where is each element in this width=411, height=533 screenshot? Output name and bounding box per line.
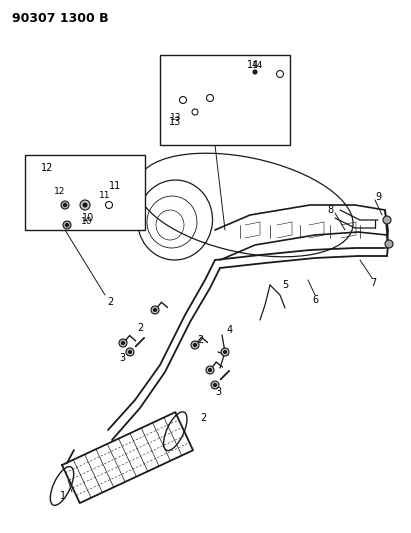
Text: 4: 4: [227, 325, 233, 335]
Circle shape: [61, 201, 69, 209]
Circle shape: [64, 204, 67, 206]
Text: 11: 11: [99, 190, 111, 199]
Text: 3: 3: [215, 387, 221, 397]
Circle shape: [208, 368, 212, 372]
Text: 2: 2: [197, 335, 203, 345]
Circle shape: [191, 341, 199, 349]
Circle shape: [119, 339, 127, 347]
Circle shape: [126, 348, 134, 356]
Text: 3: 3: [119, 353, 125, 363]
Circle shape: [65, 223, 69, 227]
Circle shape: [211, 381, 219, 389]
Text: 8: 8: [327, 205, 333, 215]
Text: 2: 2: [137, 323, 143, 333]
Text: 6: 6: [312, 295, 318, 305]
Circle shape: [192, 109, 198, 115]
Bar: [25, 155, 145, 230]
Text: 11: 11: [109, 181, 121, 191]
Text: 2: 2: [200, 413, 206, 423]
Circle shape: [206, 366, 214, 374]
Bar: [160, 55, 290, 145]
Text: 14: 14: [252, 61, 264, 69]
Circle shape: [80, 200, 90, 210]
Text: 13: 13: [169, 117, 181, 127]
Text: 2: 2: [107, 297, 113, 307]
Circle shape: [224, 351, 226, 353]
Circle shape: [129, 351, 132, 353]
Text: 10: 10: [81, 216, 93, 225]
Text: 90307 1300 B: 90307 1300 B: [12, 12, 109, 25]
Text: 14: 14: [247, 60, 259, 70]
Circle shape: [206, 94, 213, 101]
Circle shape: [253, 70, 257, 74]
Text: 12: 12: [54, 187, 66, 196]
Circle shape: [221, 348, 229, 356]
Circle shape: [83, 203, 87, 207]
Circle shape: [153, 309, 157, 311]
Circle shape: [106, 201, 113, 208]
Circle shape: [180, 96, 187, 103]
Circle shape: [151, 306, 159, 314]
Text: 13: 13: [170, 114, 182, 123]
Text: 5: 5: [282, 280, 288, 290]
Circle shape: [277, 70, 284, 77]
Text: 9: 9: [375, 192, 381, 202]
Text: 10: 10: [82, 213, 94, 223]
Circle shape: [213, 384, 217, 386]
Circle shape: [383, 216, 391, 224]
Text: 1: 1: [60, 491, 66, 501]
Circle shape: [122, 342, 125, 344]
Circle shape: [194, 343, 196, 346]
Circle shape: [385, 240, 393, 248]
Circle shape: [63, 221, 71, 229]
Text: 12: 12: [41, 163, 53, 173]
Text: 7: 7: [370, 278, 376, 288]
